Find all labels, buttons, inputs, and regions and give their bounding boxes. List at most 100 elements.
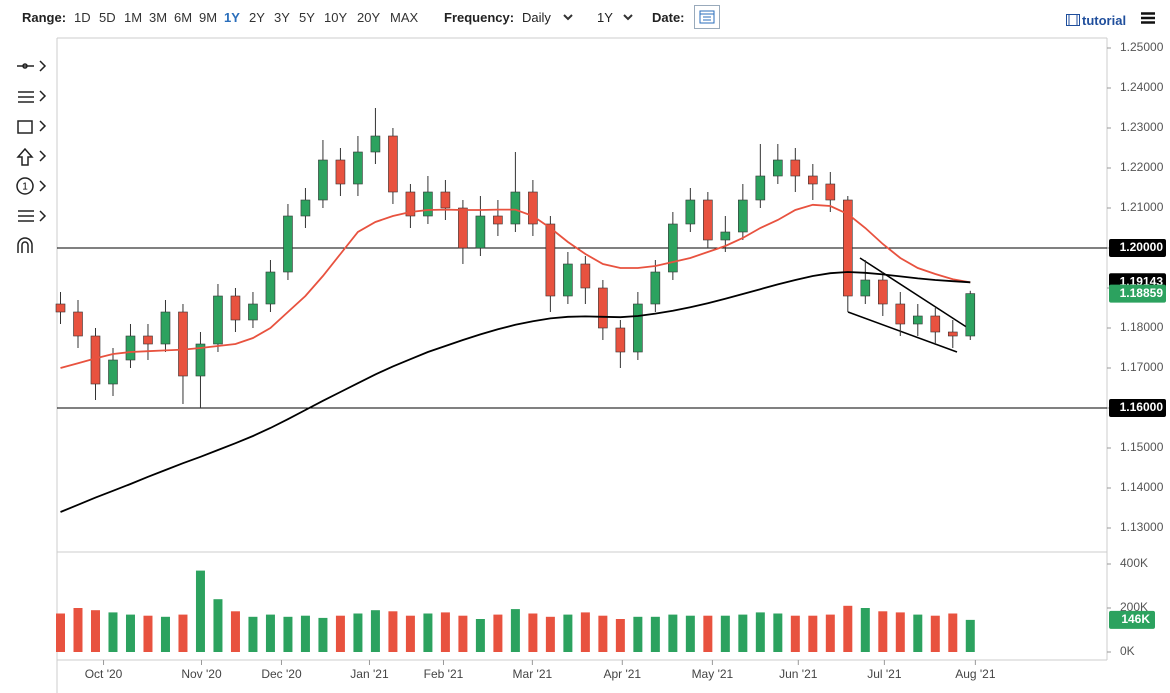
tool-rect[interactable]	[17, 120, 33, 134]
tool-arrow[interactable]	[16, 147, 47, 166]
volume-bar	[353, 613, 363, 652]
candle-body	[248, 303, 258, 321]
range-button[interactable]: 9M	[199, 10, 218, 25]
range-button[interactable]: 3Y	[274, 10, 290, 25]
volume-bar	[195, 570, 205, 652]
candle-body	[388, 135, 398, 193]
candle-body	[440, 191, 451, 209]
volume-bar	[668, 614, 678, 652]
y-tick-label: 1.14000	[1120, 480, 1164, 494]
y-tick-label: 1.13000	[1120, 520, 1164, 534]
volume-bar	[790, 615, 800, 652]
candle-body	[283, 215, 293, 273]
range-button[interactable]: 1D	[74, 10, 91, 25]
volume-bar	[230, 611, 240, 652]
volume-bar	[703, 615, 713, 652]
candle-body	[493, 215, 503, 225]
candle-body	[650, 271, 661, 305]
y-tick-label: 400K	[1120, 556, 1148, 570]
range-label: Range:	[22, 10, 67, 25]
tool-fib[interactable]	[18, 90, 47, 103]
tool-magnet[interactable]	[17, 237, 33, 253]
tool-measure[interactable]	[18, 210, 47, 222]
range-button[interactable]: 3M	[149, 10, 168, 25]
range-button[interactable]: 5Y	[299, 10, 315, 25]
level-label: 1.16000	[1120, 400, 1164, 414]
volume-bar	[650, 616, 660, 652]
candle-body	[475, 215, 486, 249]
candle-body	[405, 191, 416, 217]
moving-average	[60, 271, 971, 513]
candle-body	[668, 223, 678, 273]
price-label-box	[1109, 284, 1166, 303]
candle-body	[230, 295, 241, 321]
range-button[interactable]: 2Y	[249, 10, 265, 25]
candle-body	[598, 287, 608, 329]
tool-line[interactable]	[17, 60, 47, 72]
x-tick-label: Jan '21	[350, 667, 389, 681]
candle-body	[860, 279, 871, 297]
y-tick-label: 1.18000	[1120, 320, 1164, 334]
candle-body	[353, 151, 363, 185]
level-label-box	[1109, 399, 1166, 417]
range-button[interactable]: 1M	[124, 10, 143, 25]
volume-bar	[55, 613, 65, 652]
candle-body	[458, 207, 468, 249]
volume-bar	[510, 609, 520, 652]
candle-body	[195, 343, 206, 377]
candle-body	[808, 175, 818, 185]
candle-body	[370, 135, 381, 153]
volume-bar	[895, 612, 905, 652]
x-tick-label: May '21	[692, 667, 734, 681]
volume-bar	[738, 614, 748, 652]
candle-body	[720, 231, 731, 241]
range-button[interactable]: 6M	[174, 10, 193, 25]
tutorial-icon	[1066, 14, 1080, 26]
volume-bar	[213, 599, 223, 652]
menu-button[interactable]	[1141, 12, 1155, 24]
period-select[interactable]: 1Y	[597, 10, 613, 25]
frequency-select[interactable]: Daily	[522, 10, 551, 25]
candle-body	[738, 199, 748, 233]
volume-bar	[755, 612, 765, 652]
candle-body	[213, 295, 223, 345]
volume-bar	[160, 616, 170, 652]
volume-bar	[948, 613, 958, 652]
candle-body	[55, 303, 66, 313]
candle-body	[423, 191, 433, 217]
svg-text:1: 1	[22, 182, 28, 193]
volume-bar	[493, 614, 503, 652]
x-tick-label: Aug '21	[955, 667, 996, 681]
candle-body	[878, 279, 888, 305]
price-label: 1.18859	[1120, 286, 1164, 300]
range-button[interactable]: 1Y	[224, 10, 240, 25]
calendar-button[interactable]	[694, 5, 720, 29]
candle-body	[703, 199, 713, 241]
range-button[interactable]: 5D	[99, 10, 116, 25]
y-tick-label: 0K	[1120, 644, 1135, 658]
tutorial-link[interactable]: tutorial	[1082, 13, 1127, 28]
drawing-tools: 1	[16, 60, 47, 253]
candle-body	[580, 263, 591, 289]
candle-body	[178, 311, 188, 377]
volume-bar	[965, 619, 975, 652]
range-button[interactable]: 10Y	[324, 10, 348, 25]
frequency-label: Frequency:	[444, 10, 515, 25]
volume-bar	[528, 613, 538, 652]
range-button[interactable]: 20Y	[357, 10, 381, 25]
candle-body	[825, 183, 836, 201]
candle-body	[528, 191, 538, 225]
volume-bar	[685, 615, 695, 652]
x-tick-label: Feb '21	[424, 667, 464, 681]
volume-bar	[808, 615, 818, 652]
y-tick-label: 1.24000	[1120, 80, 1164, 94]
x-tick-label: Apr '21	[603, 667, 641, 681]
volume-bar	[178, 614, 188, 652]
candle-body	[335, 159, 346, 185]
range-button[interactable]: MAX	[390, 10, 419, 25]
tool-note[interactable]	[16, 177, 34, 195]
channel-lines	[847, 257, 969, 353]
volume-bar	[440, 612, 450, 652]
y-tick-label: 1.23000	[1120, 120, 1164, 134]
x-tick-label: Mar '21	[513, 667, 553, 681]
